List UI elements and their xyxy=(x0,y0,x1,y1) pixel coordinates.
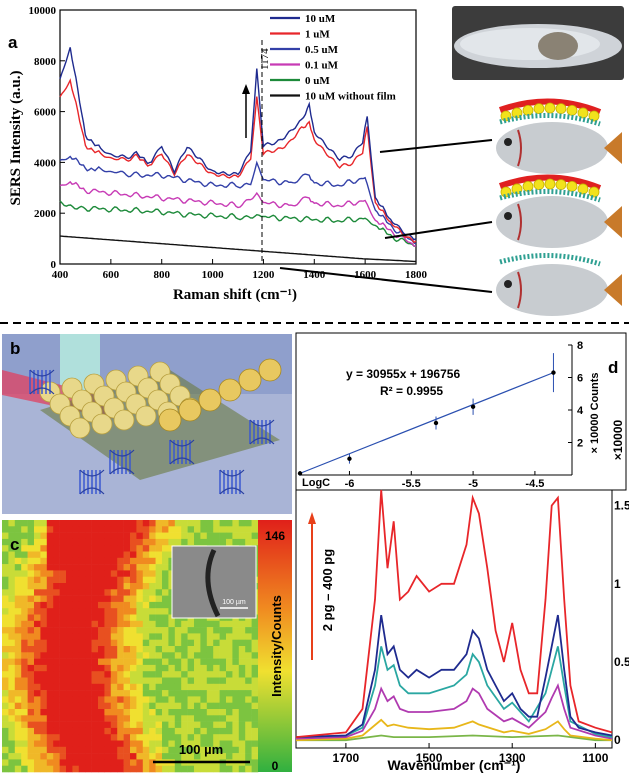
panel-a-y-axis-label: SERS Intensity (a.u.) xyxy=(8,70,24,205)
panel-d-plot-frame xyxy=(295,489,613,749)
legend-entry: 10 uM xyxy=(305,13,336,25)
x-tick-label: 1300 xyxy=(499,751,526,765)
calibration-equation: y = 30955x + 196756 xyxy=(346,367,460,381)
fish-without-film-icon xyxy=(496,252,622,316)
x-tick-label: 1800 xyxy=(405,269,428,281)
inset-y-tick-label: 8 xyxy=(577,340,583,352)
spectrum-line xyxy=(59,180,417,247)
spectrum-line xyxy=(59,47,417,241)
x-tick-label: 600 xyxy=(103,269,120,281)
panel-a-y-ticks: 0 2000 4000 6000 8000 10000 xyxy=(29,5,65,271)
scale-bar-label: 100 µm xyxy=(179,742,223,757)
fish-with-film-1-icon xyxy=(496,98,622,174)
inset-y-tick-label: 2 xyxy=(577,438,583,450)
inset-y-label: × 10000 Counts xyxy=(589,372,601,453)
x-tick-label: 1200 xyxy=(252,269,275,281)
colorbar-label: Intensity/Counts xyxy=(269,595,284,697)
panel-a-spectra xyxy=(59,47,417,263)
panel-a-letter: a xyxy=(8,33,18,52)
inset-y-tick-label: 4 xyxy=(577,405,584,417)
panel-d-y-ticks: 0 0.5 1 1.5 xyxy=(614,499,629,748)
spectrum-line xyxy=(59,200,416,247)
y-tick-label: 8000 xyxy=(34,56,57,68)
legend-entry: 0.1 uM xyxy=(305,60,339,72)
colorbar-min: 0 xyxy=(272,759,279,773)
y-tick-label: 4000 xyxy=(34,157,57,169)
panel-a-legend: 10 uM 1 uM 0.5 uM 0.1 uM 0 uM 10 uM without f… xyxy=(270,13,396,103)
y-tick-label: 0.5 xyxy=(614,655,629,669)
panel-b-illustration xyxy=(2,334,292,514)
y-tick-label: 0 xyxy=(614,733,621,747)
inset-x-label: LogC xyxy=(302,477,330,489)
data-point xyxy=(470,404,476,409)
concentration-arrow-head-icon xyxy=(308,512,316,524)
y-tick-label: 10000 xyxy=(29,5,57,17)
inset-x-tick-label: -4.5 xyxy=(525,478,544,490)
spectrum-line xyxy=(295,489,613,738)
legend-entry: 0.5 uM xyxy=(305,44,339,56)
panel-c-inset-image: 100 µm xyxy=(171,545,257,619)
dna-molecule-icon xyxy=(29,369,275,495)
panel-b-letter: b xyxy=(10,339,20,358)
panel-d-x-ticks: 1700 1500 1300 1100 xyxy=(333,743,609,765)
data-point xyxy=(551,370,556,375)
fish-photo xyxy=(452,6,624,80)
panel-d-y-unit: ×10000 xyxy=(611,419,625,460)
spectrum-line xyxy=(59,155,417,245)
y-tick-label: 2000 xyxy=(34,208,57,220)
pointer-arrow-3 xyxy=(279,267,493,293)
calibration-r-squared: R² = 0.9955 xyxy=(380,384,443,398)
x-tick-label: 1700 xyxy=(333,751,360,765)
film-patch-icon xyxy=(538,32,578,60)
spectrum-line xyxy=(296,734,612,742)
peak-1174-label: 1174 xyxy=(259,48,271,70)
concentration-range-label: 2 pg – 400 pg xyxy=(320,549,335,631)
y-tick-label: 6000 xyxy=(34,107,57,119)
fish-with-film-2-icon xyxy=(496,174,622,248)
fit-line xyxy=(299,372,554,474)
x-tick-label: 1000 xyxy=(202,269,225,281)
panel-a-x-axis-label: Raman shift (cm⁻¹) xyxy=(173,287,297,303)
x-tick-label: 400 xyxy=(52,269,69,281)
gold-nanoparticle-array-icon xyxy=(39,358,282,439)
spectrum-line xyxy=(295,718,613,742)
data-point xyxy=(433,420,439,426)
spectrum-line xyxy=(59,78,417,244)
inset-x-tick-label: -6 xyxy=(345,478,355,490)
spectrum-line xyxy=(295,646,613,738)
data-point xyxy=(297,471,303,476)
data-point xyxy=(347,456,352,461)
inset-x-tick-label: -5.5 xyxy=(402,478,421,490)
pointer-arrow-2 xyxy=(384,221,493,239)
legend-entry: 10 uM without film xyxy=(305,91,396,103)
up-arrow-head-icon xyxy=(242,84,250,94)
x-tick-label: 1500 xyxy=(416,751,443,765)
panel-d-x-axis-label: Wavenumber (cm⁻¹) xyxy=(388,757,521,773)
panel-d-calibration-inset: -6 -5.5 -5 -4.5 2 4 6 8 xyxy=(297,340,584,490)
legend-entry: 1 uM xyxy=(305,29,330,41)
panel-c-letter: c xyxy=(10,535,19,554)
panel-a-plot-frame xyxy=(59,9,417,265)
inset-x-tick-label: -5 xyxy=(468,478,478,490)
inset-scale-label: 100 µm xyxy=(222,599,246,606)
colorbar-max: 146 xyxy=(265,529,285,543)
y-tick-label: 1.5 xyxy=(614,499,629,513)
inset-y-tick-label: 6 xyxy=(577,373,583,385)
panel-d-letter: d xyxy=(608,358,618,377)
x-tick-label: 1100 xyxy=(582,751,608,765)
x-tick-label: 800 xyxy=(153,269,170,281)
spectrum-line xyxy=(295,682,613,740)
panel-d-spectra xyxy=(295,489,613,742)
spectrum-line xyxy=(295,614,613,738)
colorbar xyxy=(258,520,292,772)
y-tick-label: 1 xyxy=(614,577,621,591)
spectrum-line xyxy=(59,235,417,263)
legend-entry: 0 uM xyxy=(305,75,330,87)
y-tick-label: 0 xyxy=(51,259,57,271)
pointer-arrow-1 xyxy=(379,139,493,153)
